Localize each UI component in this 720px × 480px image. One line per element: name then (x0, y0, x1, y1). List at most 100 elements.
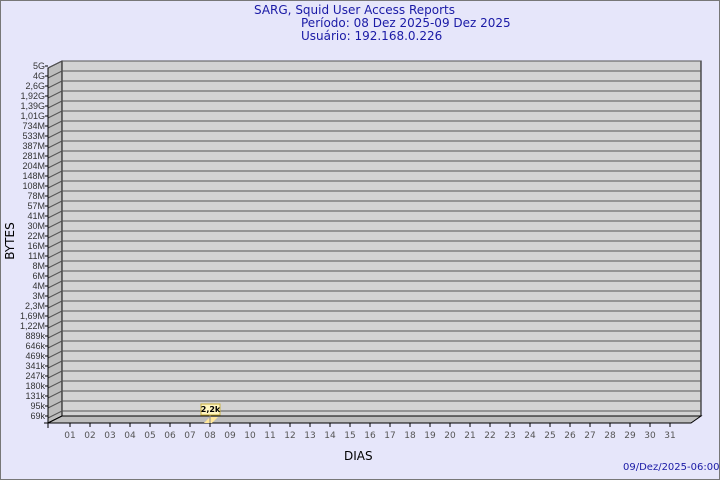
y-tick-label: 69k (30, 411, 45, 421)
wall-gridline (47, 60, 63, 69)
y-tick-label: 469k (25, 351, 45, 361)
wall-gridline (47, 400, 63, 409)
y-tick-label: 11M (28, 251, 45, 261)
y-tick-label: 57M (27, 201, 45, 211)
y-tick-label: 387M (22, 141, 45, 151)
x-tick-label: 11 (264, 431, 275, 441)
y-tick-label: 889k (25, 331, 45, 341)
y-tick-label: 1,69M (20, 311, 45, 321)
x-tick-label: 08 (204, 431, 216, 441)
y-tick-label: 41M (27, 211, 45, 221)
wall-gridline (47, 330, 63, 339)
wall-gridline (47, 190, 63, 199)
wall-gridline (47, 160, 63, 169)
y-tick-label: 30M (27, 221, 45, 231)
wall-gridline (47, 140, 63, 149)
wall-gridline (47, 360, 63, 369)
wall-gridline (47, 230, 63, 239)
x-tick-label: 03 (104, 431, 115, 441)
y-axis-label-wrap: BYTES (3, 222, 17, 259)
y-tick-label: 131k (25, 391, 45, 401)
wall-gridline (47, 170, 63, 179)
wall-gridline (47, 240, 63, 249)
y-tick-label: 108M (22, 181, 45, 191)
x-tick-label: 10 (244, 431, 256, 441)
x-tick-label: 25 (544, 431, 555, 441)
wall-gridline (47, 250, 63, 259)
wall-gridline (47, 270, 63, 279)
wall-gridline (47, 150, 63, 159)
back-wall (61, 60, 702, 417)
chart-user: Usuário: 192.168.0.226 (301, 29, 443, 43)
x-tick-label: 22 (484, 431, 495, 441)
x-tick-label: 06 (164, 431, 176, 441)
y-tick-label: 1,22M (20, 321, 45, 331)
y-tick-label: 2,3M (25, 301, 45, 311)
y-tick-label: 2,6G (25, 81, 45, 91)
y-tick-label: 341k (25, 361, 45, 371)
x-tick-label: 28 (604, 431, 616, 441)
wall-gridline (47, 300, 63, 309)
y-tick-label: 8M (32, 261, 45, 271)
x-tick-label: 17 (384, 431, 395, 441)
y-tick-label: 6M (32, 271, 45, 281)
wall-gridline (47, 180, 63, 189)
y-tick-label: 4G (33, 71, 45, 81)
wall-gridline (47, 220, 63, 229)
y-tick-label: 533M (22, 131, 45, 141)
x-tick-label: 04 (124, 431, 136, 441)
x-tick-label: 18 (404, 431, 416, 441)
wall-gridline (47, 70, 63, 79)
wall-gridline (47, 390, 63, 399)
x-tick-label: 21 (464, 431, 475, 441)
y-tick-label: 646k (25, 341, 45, 351)
wall-gridline (47, 370, 63, 379)
y-tick-label: 95k (30, 401, 45, 411)
y-tick-label: 1,01G (20, 111, 45, 121)
chart-period: Período: 08 Dez 2025-09 Dez 2025 (301, 16, 511, 30)
wall-gridline (47, 310, 63, 319)
y-tick-label: 4M (32, 281, 45, 291)
wall-gridline (47, 130, 63, 139)
y-tick-label: 204M (22, 161, 45, 171)
y-tick-label: 281M (22, 151, 45, 161)
y-tick-label: 148M (22, 171, 45, 181)
wall-gridline (47, 110, 63, 119)
y-tick-label: 5G (33, 61, 45, 71)
wall-gridline (47, 120, 63, 129)
x-tick-label: 31 (664, 431, 675, 441)
y-tick-label: 180k (25, 381, 45, 391)
x-tick-label: 14 (324, 431, 336, 441)
y-tick-label: 22M (27, 231, 45, 241)
y-tick-label: 734M (22, 121, 45, 131)
x-tick-label: 20 (444, 431, 456, 441)
wall-gridline (47, 380, 63, 389)
y-tick-label: 3M (32, 291, 45, 301)
wall-gridline (47, 210, 63, 219)
x-tick-label: 02 (84, 431, 95, 441)
x-tick-label: 13 (304, 431, 315, 441)
wall-gridline (47, 80, 63, 89)
y-axis-label: BYTES (3, 222, 17, 260)
y-tick-label: 1,39G (20, 101, 45, 111)
bar-label-box (200, 403, 221, 416)
wall-gridline (47, 410, 63, 419)
wall-gridline (47, 350, 63, 359)
x-tick-label: 07 (184, 431, 195, 441)
x-tick-label: 24 (524, 431, 536, 441)
y-tick-label: 78M (27, 191, 45, 201)
wall-gridline (47, 90, 63, 99)
wall-gridline (47, 200, 63, 209)
y-tick-label: 247k (25, 371, 45, 381)
x-tick-label: 30 (644, 431, 656, 441)
wall-gridline (47, 340, 63, 349)
bar (204, 417, 218, 423)
bar-label: 2,2k (201, 405, 221, 414)
x-tick-label: 05 (144, 431, 155, 441)
footer-timestamp: 09/Dez/2025-06:00 (623, 462, 720, 473)
wall-gridline (47, 280, 63, 289)
wall-gridline (47, 260, 63, 269)
x-tick-label: 16 (364, 431, 376, 441)
